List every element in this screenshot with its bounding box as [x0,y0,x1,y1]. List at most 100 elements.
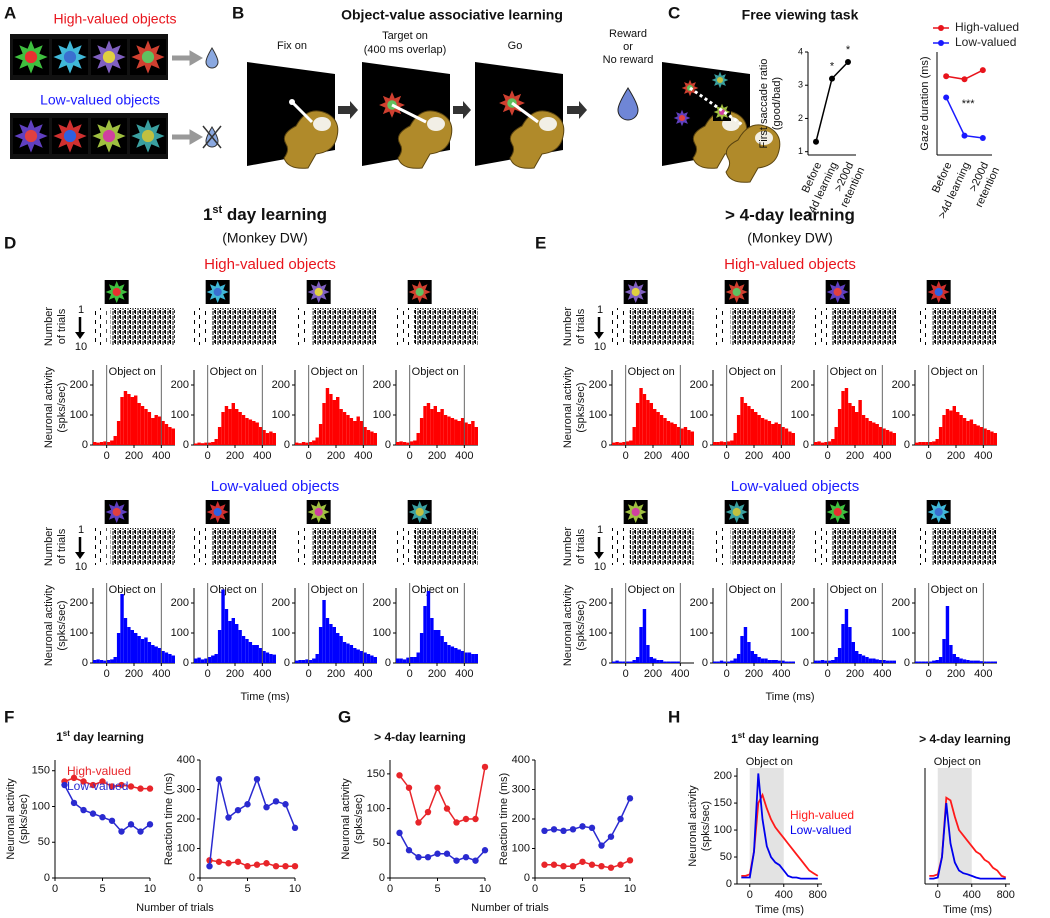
x-tick-label: 0 [52,883,58,895]
histogram-bar [921,442,926,445]
histogram-bar [990,661,994,663]
histogram-bar [774,660,778,663]
x-tick-label: 200 [428,450,446,462]
histogram-bar [932,660,936,663]
trial-arrow-head [594,552,604,559]
histogram-bar [457,649,461,663]
histogram-bar [969,419,974,445]
histogram-bar [262,651,266,663]
trial-label: 1 [597,304,603,316]
histogram-bar [841,624,845,663]
histogram-bar [837,409,842,445]
gaze-line [511,101,539,124]
histogram-bar [248,642,253,663]
y-axis-label: Reaction time (ms) [163,773,175,865]
histogram-bar [979,661,984,663]
y-tick-label: 400 [177,754,195,766]
histogram-bar [406,442,410,445]
histogram-bar [157,416,162,445]
data-point [206,863,213,870]
data-point [405,847,413,854]
histogram-bar [322,403,326,445]
x-axis-label: Number of trials [136,902,214,914]
y-tick-label: 0 [44,872,50,884]
histogram-bar [719,441,724,445]
histogram-bar [764,658,768,663]
histogram-bar [848,403,852,445]
trial-label: 10 [75,341,87,353]
histogram-bar [885,660,890,663]
histogram-bar [137,636,141,663]
x-tick-label: 0 [532,883,538,895]
data-point [943,73,950,80]
object-image [306,500,331,524]
histogram-bar [161,651,165,663]
data-point [626,857,634,864]
histogram-bar [687,430,691,445]
histogram-bar [615,660,619,663]
histogram-bar [827,441,832,445]
histogram-bar [255,422,259,445]
histogram-bar [204,442,208,445]
x-tick-label: 200 [644,668,662,680]
y-axis-label: of trials [575,528,587,564]
data-point [434,850,441,857]
data-point [89,810,97,817]
histogram-bar [96,659,100,663]
annotation: Object on [412,366,459,378]
y-tick-label: 200 [714,770,732,782]
histogram-bar [639,388,643,445]
histogram-bar [791,433,795,445]
data-point [396,772,403,779]
panel-label: E [535,233,546,252]
monkey [725,124,781,183]
histogram-bar [467,424,472,445]
annotation: Object on [311,584,358,596]
x-tick-label: 400 [455,668,473,680]
monkey [509,110,565,169]
histogram-bar [820,660,825,663]
histogram-bar [730,440,734,445]
histogram-bar [171,428,175,445]
histogram-bar [966,421,970,445]
object-image [205,500,230,524]
object-center [314,507,323,517]
panel-title: Object-value associative learning [341,7,563,23]
y-tick-label: 100 [171,409,189,421]
x-tick-label: 400 [963,889,981,901]
histogram-bar [973,424,977,445]
histogram-bar [764,419,768,445]
histogram-bar [356,416,360,445]
histogram-bar [123,618,128,663]
legend-label: Low-valued [790,823,851,837]
gaze-path [689,86,745,128]
data-point [415,853,422,861]
histogram-bar [680,428,684,445]
y-tick-label: 0 [601,439,607,451]
histogram-bar [471,654,475,663]
histogram-bar [464,652,468,663]
object-image [724,500,749,524]
histogram-bar [423,606,427,663]
y-axis-label: (spks/sec) [575,600,587,650]
object-center [24,50,38,64]
trial-label: 1 [78,304,84,316]
histogram-bar [781,660,785,663]
histogram-bar [656,412,660,445]
histogram-bar [754,654,758,663]
histogram-bar [433,630,437,663]
object-center [732,287,741,297]
histogram-bar [318,627,323,663]
histogram-bar [154,646,158,663]
title-sup: st [63,729,70,738]
title-part: day learning [745,732,819,746]
histogram-bar [723,661,727,663]
object-image [91,39,127,75]
y-axis-label: Neuronal activity [43,584,55,666]
histogram-bar [231,618,235,663]
histogram-bar [935,439,939,445]
raster-response [110,308,175,345]
histogram-bar [719,660,724,663]
monkey-face [539,117,557,131]
y-tick-label: 100 [791,409,809,421]
